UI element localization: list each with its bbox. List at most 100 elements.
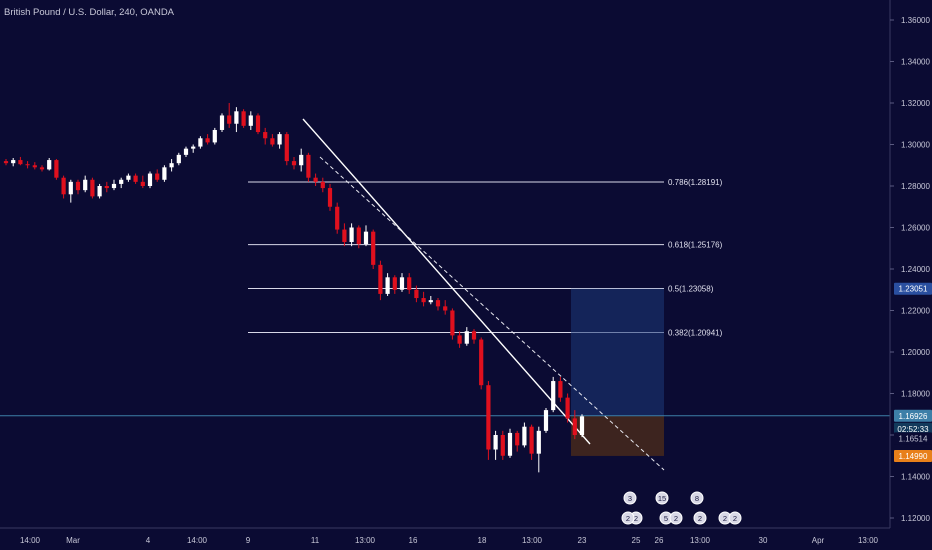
candle	[147, 171, 153, 189]
candle	[39, 165, 45, 172]
x-tick-label: 13:00	[690, 536, 711, 545]
x-tick-label: 14:00	[20, 536, 41, 545]
candle	[234, 107, 239, 133]
candle-body	[529, 426, 534, 454]
candle	[270, 134, 275, 147]
candle-body	[284, 134, 289, 162]
y-tick-label: 1.28000	[901, 182, 930, 191]
candle	[536, 426, 541, 473]
x-tick-label: Mar	[66, 536, 80, 545]
candle-body	[83, 179, 88, 191]
fib-level-label: 0.786(1.28191)	[668, 178, 723, 187]
current-price-label: 1.16926	[894, 409, 932, 422]
candle	[32, 162, 37, 170]
x-tick-label: Apr	[812, 536, 825, 545]
candle	[479, 337, 484, 390]
event-badge[interactable]: 2	[669, 511, 683, 525]
stop-price-label-bg	[894, 449, 932, 462]
candle	[61, 175, 66, 199]
candle-body	[536, 430, 541, 454]
candle	[97, 183, 102, 199]
candle	[25, 161, 30, 169]
candle-body	[18, 160, 23, 165]
event-badge-circle	[621, 511, 635, 525]
candle	[198, 136, 203, 149]
candle-body	[270, 138, 275, 145]
event-badge[interactable]: 8	[690, 491, 704, 505]
time-axis: 14:00 Mar 4 14:00 9 11 13:00 16 18 13:00 23 25 26 13:…	[0, 527, 890, 545]
candle	[313, 173, 318, 186]
candle	[529, 424, 534, 460]
candle	[435, 298, 441, 311]
candle	[471, 329, 477, 344]
candle	[443, 300, 448, 315]
candle-body	[104, 186, 109, 189]
x-tick-label: 13:00	[355, 536, 376, 545]
candle-body	[313, 177, 318, 182]
candle	[126, 173, 131, 182]
y-tick-label: 1.24000	[901, 265, 930, 274]
event-badge[interactable]: 2	[621, 511, 635, 525]
candle-body	[241, 111, 246, 126]
event-badge-count: 2	[723, 514, 727, 523]
trendline-dashed[interactable]	[319, 156, 665, 471]
candle	[212, 127, 217, 145]
event-badge[interactable]: 2	[693, 511, 707, 525]
candle	[68, 179, 73, 203]
candle	[342, 223, 347, 247]
candle	[54, 159, 59, 180]
event-badge[interactable]: 15	[655, 491, 669, 505]
trendline-solid[interactable]	[302, 118, 591, 445]
badges-layer: 3 15 82 5 2 2 2 22	[621, 491, 742, 525]
target-zone[interactable]	[571, 288, 664, 416]
candle	[83, 175, 88, 193]
candle	[464, 327, 469, 346]
candle	[558, 376, 563, 402]
candle	[399, 273, 405, 292]
event-badge[interactable]: 2	[728, 511, 742, 525]
candle-body	[47, 160, 52, 170]
y-tick-label: 1.26000	[901, 224, 930, 233]
event-badge-circle	[728, 511, 742, 525]
candle-body	[335, 206, 340, 230]
trendlines	[302, 118, 665, 471]
candle-body	[371, 231, 376, 265]
candle	[219, 113, 225, 133]
candle-body	[162, 167, 167, 180]
candle-body	[97, 186, 102, 197]
candle-body	[306, 154, 311, 178]
candle	[227, 103, 232, 128]
candle-body	[471, 331, 477, 340]
event-badge[interactable]: 3	[623, 491, 637, 505]
candle-body	[493, 435, 498, 450]
candle	[515, 430, 520, 452]
candle	[104, 181, 109, 193]
x-tick-label: 26	[655, 536, 664, 545]
candle-body	[183, 148, 189, 155]
candle-body	[565, 397, 570, 419]
stop-zone[interactable]	[571, 415, 664, 456]
y-tick-label: 1.20000	[901, 348, 930, 357]
candle-body	[219, 115, 225, 130]
x-tick-label: 18	[478, 536, 487, 545]
candle-body	[558, 381, 563, 398]
candle	[414, 285, 419, 303]
candle	[407, 273, 412, 294]
candle	[306, 152, 311, 182]
candle-body	[191, 146, 196, 149]
candle-body	[3, 161, 9, 164]
candle	[522, 422, 527, 448]
candle	[551, 376, 556, 413]
candle-body	[11, 160, 16, 164]
fib-layer: 0.786(1.28191) 0.618(1.25176) 0.5(1.23058)…	[248, 178, 723, 337]
candle	[378, 260, 383, 301]
candle	[205, 134, 210, 145]
x-tick-label: 14:00	[187, 536, 208, 545]
candle-body	[464, 331, 469, 344]
candle-body	[39, 167, 45, 170]
candle	[371, 229, 376, 269]
x-tick-label: 11	[311, 536, 320, 545]
candle	[90, 177, 95, 199]
candle-countdown-label-bg	[894, 422, 932, 435]
